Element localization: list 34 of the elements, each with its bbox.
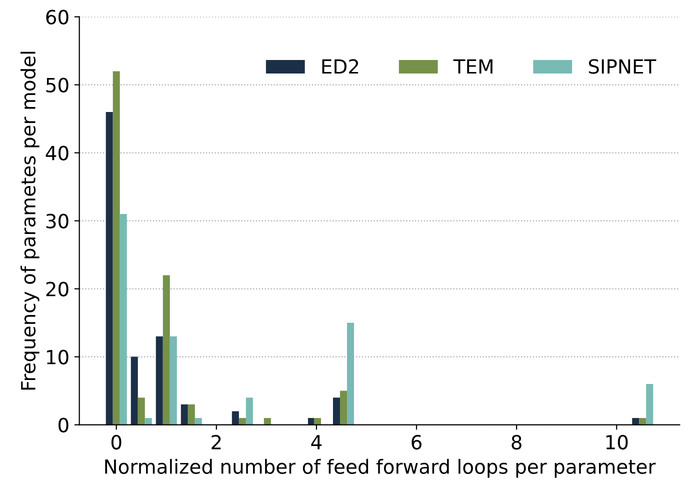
- y-tick-label: 50: [46, 78, 68, 92]
- bar: [232, 411, 239, 425]
- bar: [180, 404, 188, 425]
- bar: [138, 398, 145, 425]
- x-tick-label: 4: [311, 435, 322, 450]
- bar: [162, 275, 170, 425]
- y-tick-label: 30: [46, 214, 68, 228]
- y-tick-label: 10: [47, 350, 68, 364]
- bar: [130, 356, 138, 425]
- x-tick-label: 0: [111, 434, 122, 450]
- bar: [346, 322, 354, 425]
- bar: [170, 336, 177, 425]
- bar: [246, 398, 253, 425]
- x-tick-label: 2: [212, 434, 221, 450]
- bar: [112, 71, 120, 425]
- bar: [340, 390, 347, 425]
- y-tick-label: 20: [46, 282, 68, 296]
- legend-label: TEM: [453, 59, 492, 74]
- x-tick-label: 6: [412, 434, 422, 450]
- bar: [120, 214, 127, 425]
- x-tick-label: 8: [512, 434, 522, 450]
- x-tick-label: 10: [606, 434, 628, 450]
- y-tick-label: 60: [46, 10, 68, 24]
- y-tick-label: 40: [46, 146, 68, 160]
- legend-label: ED2: [322, 59, 358, 74]
- bar: [188, 404, 195, 425]
- legend-label: SIPNET: [588, 59, 656, 74]
- bar: [646, 384, 654, 425]
- y-tick-label: 0: [58, 418, 68, 432]
- bar: [156, 336, 163, 425]
- bar: [332, 398, 340, 425]
- bar: [106, 112, 113, 425]
- y-axis-title: Frequency of parametes per model: [20, 52, 40, 390]
- x-axis-title: Normalized number of feed forward loops per parameter: [105, 458, 656, 478]
